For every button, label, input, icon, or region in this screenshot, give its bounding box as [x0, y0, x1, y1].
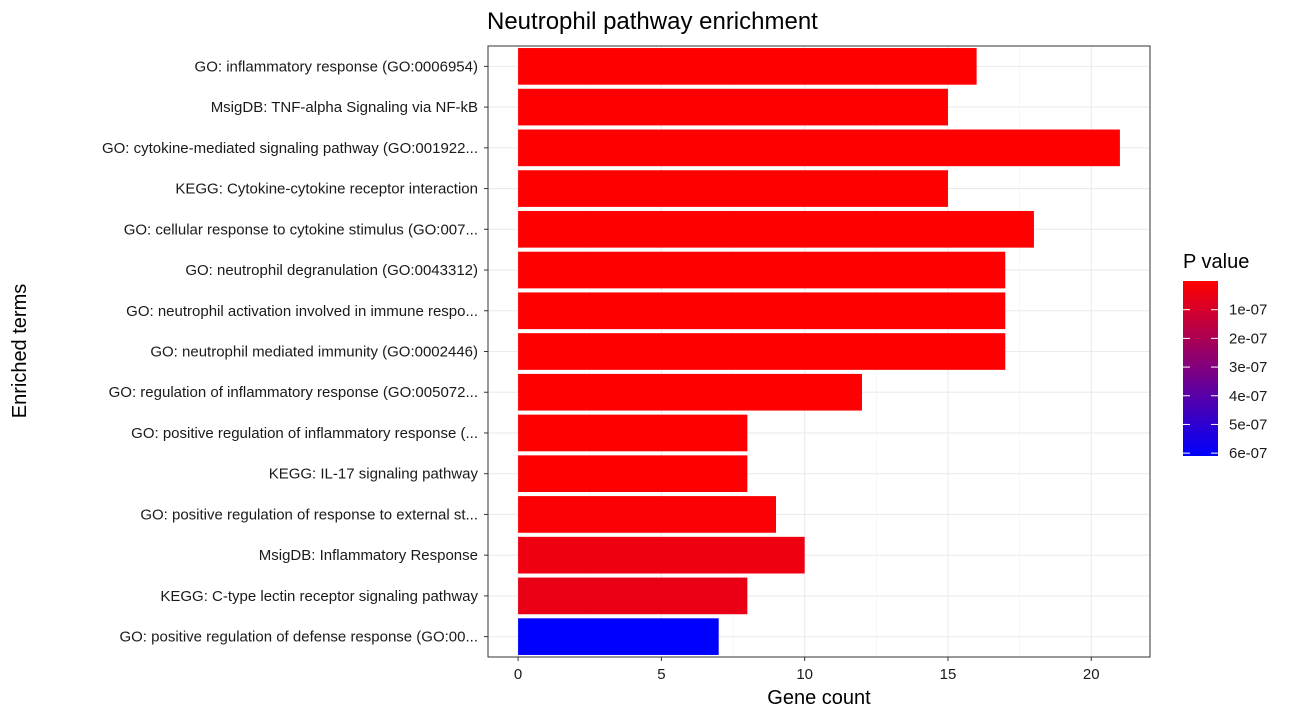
- y-tick-label: GO: neutrophil activation involved in im…: [126, 303, 478, 320]
- bar: [518, 455, 748, 493]
- y-axis: GO: inflammatory response (GO:0006954) Ms…: [102, 58, 488, 646]
- y-tick-label: GO: neutrophil mediated immunity (GO:000…: [150, 344, 478, 361]
- y-tick-label: GO: neutrophil degranulation (GO:0043312…: [185, 262, 478, 279]
- legend-label: 5e-07: [1229, 416, 1267, 433]
- legend: P value 1e-07 2e-07 3e-07 4e-07 5e-07 6e-07: [1183, 251, 1267, 462]
- x-tick-label: 5: [657, 666, 665, 683]
- y-tick-label: GO: inflammatory response (GO:0006954): [195, 58, 478, 75]
- bar: [518, 373, 862, 411]
- bar: [518, 170, 948, 207]
- x-axis: 0 5 10 15 20: [514, 657, 1100, 683]
- y-tick-label: GO: regulation of inflammatory response …: [109, 384, 478, 401]
- bar: [518, 414, 748, 452]
- x-tick-label: 20: [1083, 666, 1100, 683]
- x-tick-label: 10: [796, 666, 813, 683]
- legend-label: 4e-07: [1229, 388, 1267, 405]
- y-tick-label: GO: cellular response to cytokine stimul…: [124, 221, 478, 238]
- x-tick-label: 0: [514, 666, 522, 683]
- x-axis-title: Gene count: [767, 687, 871, 709]
- bars: [518, 48, 1120, 655]
- legend-ticks: 1e-07 2e-07 3e-07 4e-07 5e-07 6e-07: [1183, 302, 1267, 462]
- bar: [518, 129, 1120, 167]
- bar: [518, 88, 948, 126]
- y-tick-label: GO: positive regulation of response to e…: [140, 506, 478, 523]
- bar: [518, 292, 1006, 330]
- chart-title: Neutrophil pathway enrichment: [487, 8, 818, 35]
- legend-colorbar: [1183, 281, 1218, 456]
- bar: [518, 536, 805, 574]
- y-tick-label: KEGG: IL-17 signaling pathway: [269, 466, 479, 483]
- y-tick-label: GO: cytokine-mediated signaling pathway …: [102, 140, 478, 157]
- y-tick-label: MsigDB: Inflammatory Response: [259, 547, 478, 564]
- legend-title: P value: [1183, 251, 1249, 273]
- bar: [518, 210, 1034, 248]
- y-tick-label: KEGG: Cytokine-cytokine receptor interac…: [175, 181, 478, 198]
- bar: [518, 48, 977, 85]
- bar: [518, 618, 719, 655]
- y-tick-label: MsigDB: TNF-alpha Signaling via NF-kB: [211, 99, 478, 116]
- x-tick-label: 15: [940, 666, 957, 683]
- legend-label: 3e-07: [1229, 359, 1267, 376]
- legend-label: 1e-07: [1229, 302, 1267, 319]
- bar: [518, 577, 748, 615]
- legend-label: 2e-07: [1229, 330, 1267, 347]
- y-axis-title: Enriched terms: [9, 284, 31, 419]
- y-tick-label: KEGG: C-type lectin receptor signaling p…: [160, 588, 478, 605]
- bar: [518, 251, 1006, 289]
- y-tick-label: GO: positive regulation of defense respo…: [119, 629, 478, 646]
- legend-label: 6e-07: [1229, 445, 1267, 462]
- bar: [518, 333, 1006, 370]
- y-tick-label: GO: positive regulation of inflammatory …: [131, 425, 478, 442]
- bar: [518, 496, 777, 533]
